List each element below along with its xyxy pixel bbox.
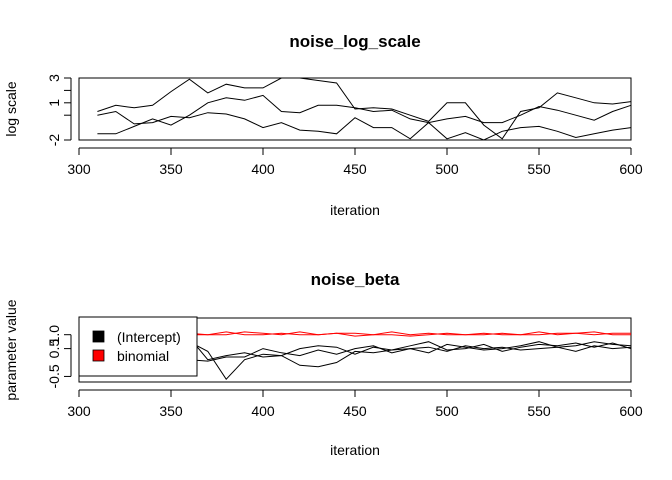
series-line-2 <box>97 110 632 141</box>
legend-swatch <box>92 349 105 362</box>
legend-box <box>78 316 198 377</box>
panel-noise-log-scale: 300 350 400 450 500 550 600 -2 1 3 noise_log_scale… <box>3 32 643 218</box>
y-tick-label: -0.5 <box>46 364 62 388</box>
x-tick-label: 500 <box>435 403 459 419</box>
x-tick-label: 600 <box>619 403 643 419</box>
x-axis-label: iteration <box>330 202 380 218</box>
legend-label: (Intercept) <box>117 329 181 345</box>
y-axis-label: parameter value <box>3 299 19 400</box>
y-axis-label: log scale <box>3 81 19 136</box>
y-tick-label: -2 <box>46 134 62 147</box>
x-tick-label: 450 <box>343 403 367 419</box>
x-tick-label: 300 <box>67 161 91 177</box>
chart-title: noise_beta <box>311 270 400 289</box>
series-line-0 <box>97 77 632 140</box>
x-axis-label: iteration <box>330 442 380 458</box>
x-tick-label: 350 <box>159 403 183 419</box>
y-tick-label: 0.5 <box>46 339 62 359</box>
x-tick-label: 400 <box>251 403 275 419</box>
x-tick-label: 300 <box>67 403 91 419</box>
y-tick-label: 1.0 <box>46 325 62 345</box>
y-tick-label: 1 <box>46 99 62 107</box>
x-tick-label: 400 <box>251 161 275 177</box>
series-line-1 <box>97 94 632 135</box>
x-tick-label: 450 <box>343 161 367 177</box>
x-tick-label: 600 <box>619 161 643 177</box>
plot-frame <box>78 77 632 141</box>
y-tick-label: 3 <box>46 74 62 82</box>
panel-noise-beta: 300 350 400 450 500 550 600 -0.5 0.51.0 noise_bet… <box>3 270 643 458</box>
x-tick-label: 500 <box>435 161 459 177</box>
chart-title: noise_log_scale <box>289 32 420 51</box>
legend-swatch <box>92 330 105 343</box>
x-tick-label: 350 <box>159 161 183 177</box>
x-tick-label: 550 <box>527 161 551 177</box>
x-tick-label: 550 <box>527 403 551 419</box>
legend: (Intercept) binomial <box>78 316 198 377</box>
legend-label: binomial <box>117 348 169 364</box>
